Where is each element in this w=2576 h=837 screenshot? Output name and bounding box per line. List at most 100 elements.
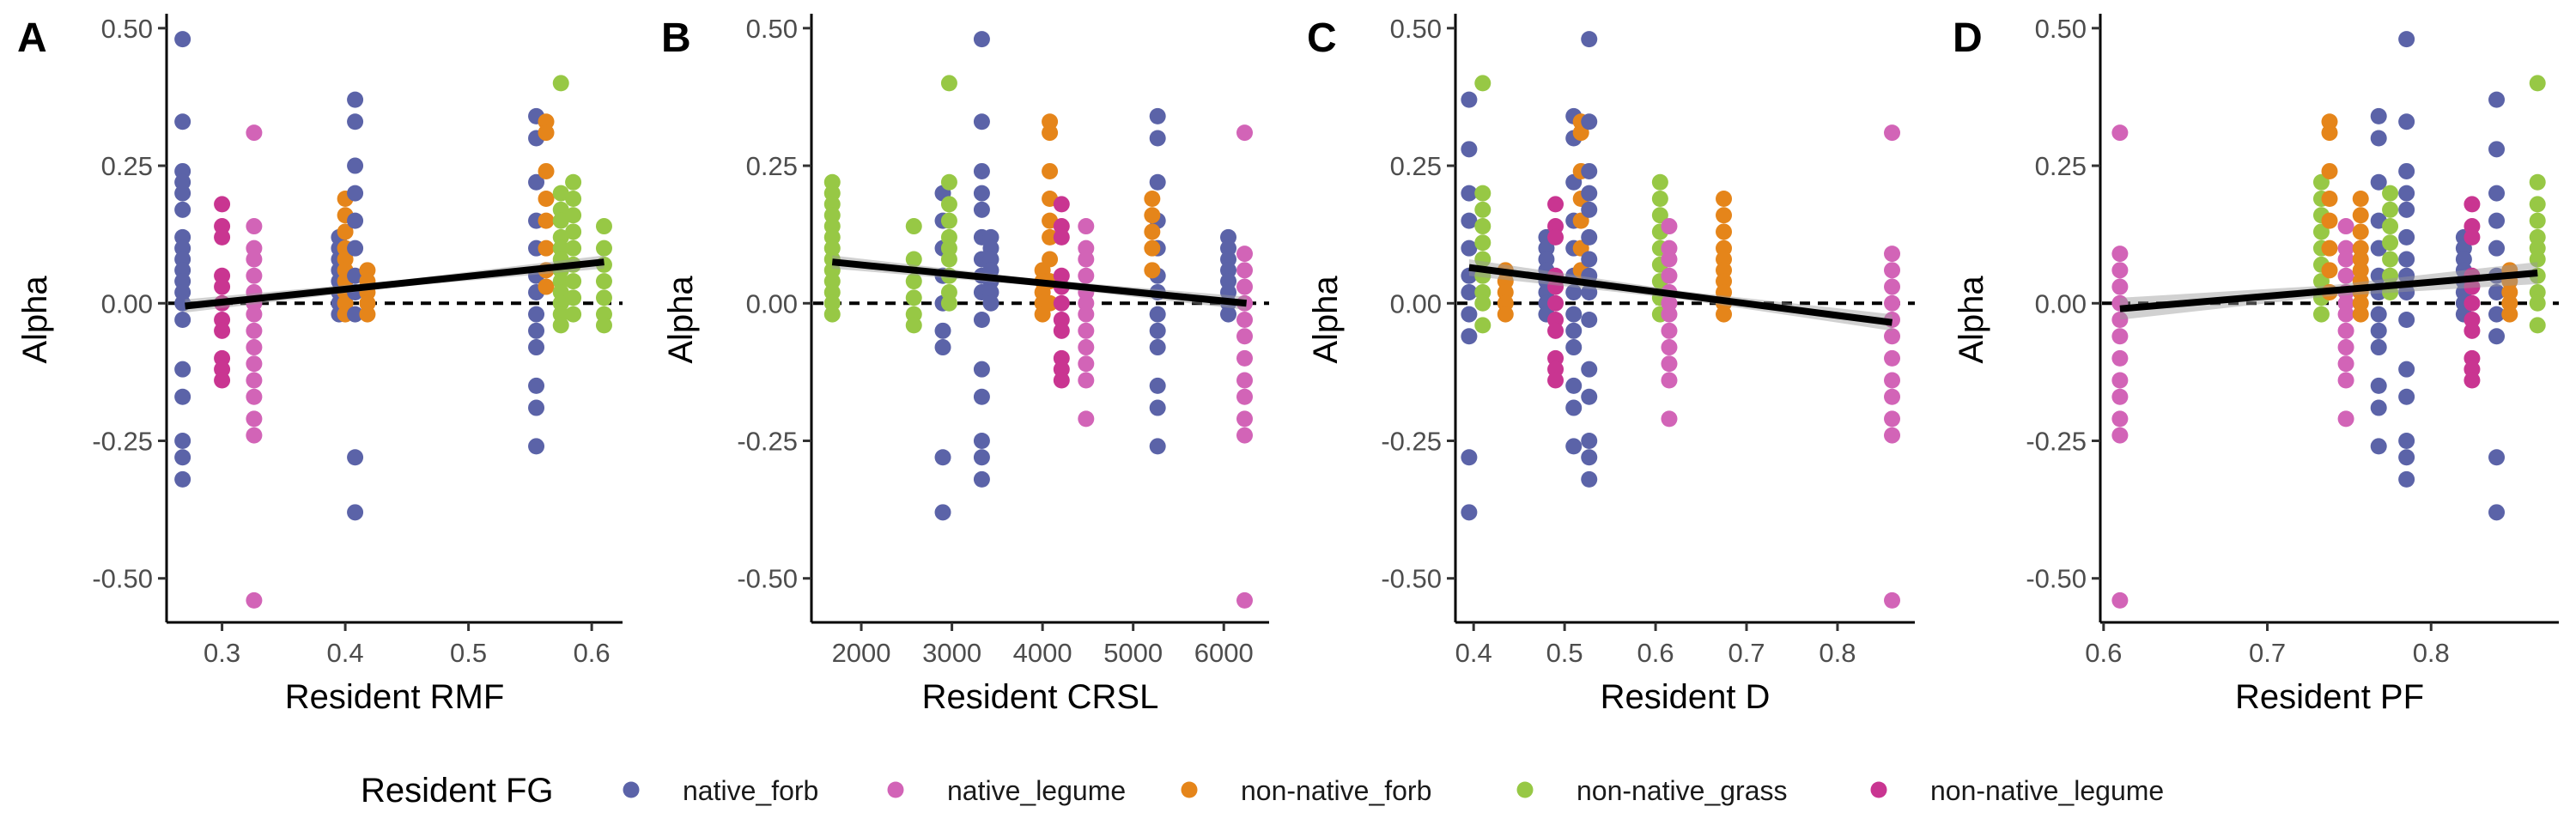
data-point xyxy=(2337,410,2354,428)
data-point xyxy=(2370,399,2387,416)
data-point xyxy=(2382,251,2399,268)
data-point xyxy=(1461,306,1478,323)
data-point xyxy=(2337,322,2354,339)
data-point xyxy=(2370,306,2387,323)
x-tick-label: 0.7 xyxy=(1728,638,1765,668)
data-point xyxy=(595,240,612,257)
x-tick-label: 0.7 xyxy=(2249,638,2286,668)
y-tick-label: 0.50 xyxy=(746,14,798,44)
data-point xyxy=(2321,240,2338,257)
data-point xyxy=(2501,306,2518,323)
data-point xyxy=(565,289,582,306)
data-point xyxy=(1581,283,1598,300)
y-tick-label: -0.50 xyxy=(1381,564,1442,594)
data-point xyxy=(2488,212,2506,229)
legend-swatch xyxy=(1516,781,1534,798)
data-point xyxy=(1581,228,1598,246)
data-point xyxy=(2398,251,2415,268)
data-point xyxy=(2529,251,2546,268)
y-tick-label: -0.50 xyxy=(737,564,798,594)
data-point xyxy=(2111,246,2129,263)
data-point xyxy=(2398,312,2415,328)
data-point xyxy=(538,124,555,142)
data-point xyxy=(2370,130,2387,147)
data-point xyxy=(1236,427,1254,444)
data-point xyxy=(347,449,364,466)
x-tick-label: 0.6 xyxy=(574,638,611,668)
data-point xyxy=(934,322,951,339)
data-point xyxy=(174,361,191,378)
data-point xyxy=(973,388,990,405)
data-point xyxy=(2398,449,2415,466)
data-point xyxy=(2321,212,2338,229)
data-point xyxy=(1149,339,1166,356)
data-point xyxy=(565,240,582,257)
data-point xyxy=(246,218,263,235)
data-point xyxy=(823,306,841,323)
data-point xyxy=(2488,185,2506,202)
data-point xyxy=(2529,317,2546,334)
data-point xyxy=(934,339,951,356)
data-point xyxy=(2464,228,2481,246)
data-point xyxy=(2382,218,2399,235)
data-point xyxy=(1144,191,1161,207)
data-point xyxy=(973,361,990,378)
data-point xyxy=(1053,294,1070,312)
data-point xyxy=(2488,240,2506,257)
data-point xyxy=(973,31,990,48)
data-point xyxy=(2382,234,2399,252)
data-point xyxy=(940,75,957,92)
data-point xyxy=(905,251,922,268)
data-point xyxy=(1581,312,1598,328)
data-point xyxy=(595,317,612,334)
trend-line xyxy=(1468,264,1893,326)
data-point xyxy=(347,185,364,202)
x-axis-title: Resident RMF xyxy=(285,678,505,716)
data-point xyxy=(2488,449,2506,466)
data-point xyxy=(1716,223,1733,240)
data-point xyxy=(1661,218,1678,235)
data-point xyxy=(538,240,555,257)
data-point xyxy=(1661,355,1678,373)
data-point xyxy=(1461,328,1478,345)
data-point xyxy=(214,196,231,213)
data-point xyxy=(1042,162,1059,179)
legend-swatch xyxy=(1181,781,1198,798)
data-point xyxy=(1149,322,1166,339)
data-point xyxy=(905,273,922,290)
x-axis-title: Resident D xyxy=(1601,678,1771,716)
data-point xyxy=(214,322,231,339)
data-point xyxy=(973,162,990,179)
data-point xyxy=(1661,267,1678,284)
data-point xyxy=(1078,355,1095,373)
y-tick-label: -0.25 xyxy=(92,427,153,457)
data-point xyxy=(1078,267,1095,284)
data-point xyxy=(1661,339,1678,356)
data-point xyxy=(2370,339,2387,356)
data-point xyxy=(1149,130,1166,147)
data-point xyxy=(1078,410,1095,428)
data-point xyxy=(1053,196,1070,213)
panel-letter: A xyxy=(17,15,47,61)
data-point xyxy=(347,267,364,284)
data-point xyxy=(1651,191,1668,207)
data-point xyxy=(2529,173,2546,191)
data-point xyxy=(934,504,951,521)
data-point xyxy=(1236,124,1254,142)
data-point xyxy=(2398,388,2415,405)
data-point xyxy=(1461,267,1478,284)
data-point xyxy=(2352,191,2369,207)
data-point xyxy=(2370,173,2387,191)
data-point xyxy=(1716,207,1733,224)
data-point xyxy=(2370,267,2387,284)
data-point xyxy=(2464,278,2481,295)
data-point xyxy=(246,427,263,444)
data-point xyxy=(1078,218,1095,235)
data-point xyxy=(2312,306,2330,323)
data-point xyxy=(1461,504,1478,521)
data-point xyxy=(595,273,612,290)
data-point xyxy=(940,251,957,268)
data-point xyxy=(1236,246,1254,263)
data-point xyxy=(2488,328,2506,345)
data-point xyxy=(1461,91,1478,108)
